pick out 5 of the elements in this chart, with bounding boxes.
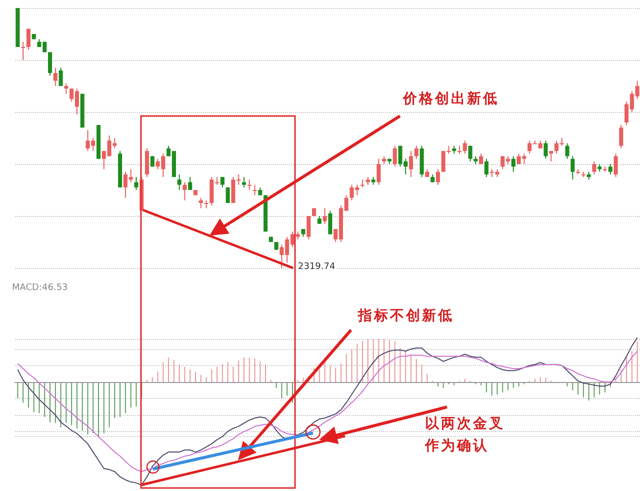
annotation: 以两次金叉作为确认 [425,415,506,456]
text: MACD:46.53 [12,283,68,293]
text: 指标不创新低 [358,307,454,325]
annotation: 价格创出新低 [403,90,499,108]
annotation: 2319.74 [297,262,336,272]
